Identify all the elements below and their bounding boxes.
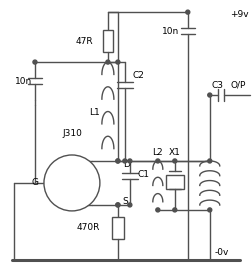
Text: D: D bbox=[122, 160, 129, 169]
Circle shape bbox=[127, 203, 131, 207]
Circle shape bbox=[115, 60, 119, 64]
Text: C2: C2 bbox=[132, 70, 144, 80]
Bar bbox=[111, 217, 123, 239]
Text: +9v: +9v bbox=[229, 10, 247, 19]
Circle shape bbox=[172, 159, 176, 163]
Text: 470R: 470R bbox=[76, 223, 100, 232]
Circle shape bbox=[207, 208, 211, 212]
Circle shape bbox=[185, 10, 189, 14]
Bar bbox=[103, 30, 112, 52]
Circle shape bbox=[155, 208, 159, 212]
Circle shape bbox=[115, 203, 119, 207]
Circle shape bbox=[127, 159, 131, 163]
Circle shape bbox=[33, 60, 37, 64]
Circle shape bbox=[115, 159, 119, 163]
Bar bbox=[165, 175, 183, 189]
Circle shape bbox=[115, 159, 119, 163]
Text: L1: L1 bbox=[89, 107, 100, 116]
Circle shape bbox=[44, 155, 100, 211]
Text: G: G bbox=[32, 178, 39, 187]
Text: C1: C1 bbox=[137, 171, 149, 180]
Text: -0v: -0v bbox=[214, 248, 228, 257]
Text: X1: X1 bbox=[168, 149, 180, 157]
Circle shape bbox=[155, 159, 159, 163]
Circle shape bbox=[207, 159, 211, 163]
Circle shape bbox=[115, 203, 119, 207]
Text: 10n: 10n bbox=[15, 76, 32, 86]
Text: 10n: 10n bbox=[161, 27, 178, 36]
Text: 47R: 47R bbox=[75, 37, 92, 46]
Text: O/P: O/P bbox=[229, 81, 244, 89]
Circle shape bbox=[106, 60, 109, 64]
Circle shape bbox=[207, 93, 211, 97]
Text: S: S bbox=[122, 197, 128, 206]
Circle shape bbox=[122, 159, 126, 163]
Text: J310: J310 bbox=[62, 128, 82, 138]
Text: L2: L2 bbox=[152, 149, 163, 157]
Text: C3: C3 bbox=[211, 81, 223, 89]
Circle shape bbox=[172, 208, 176, 212]
